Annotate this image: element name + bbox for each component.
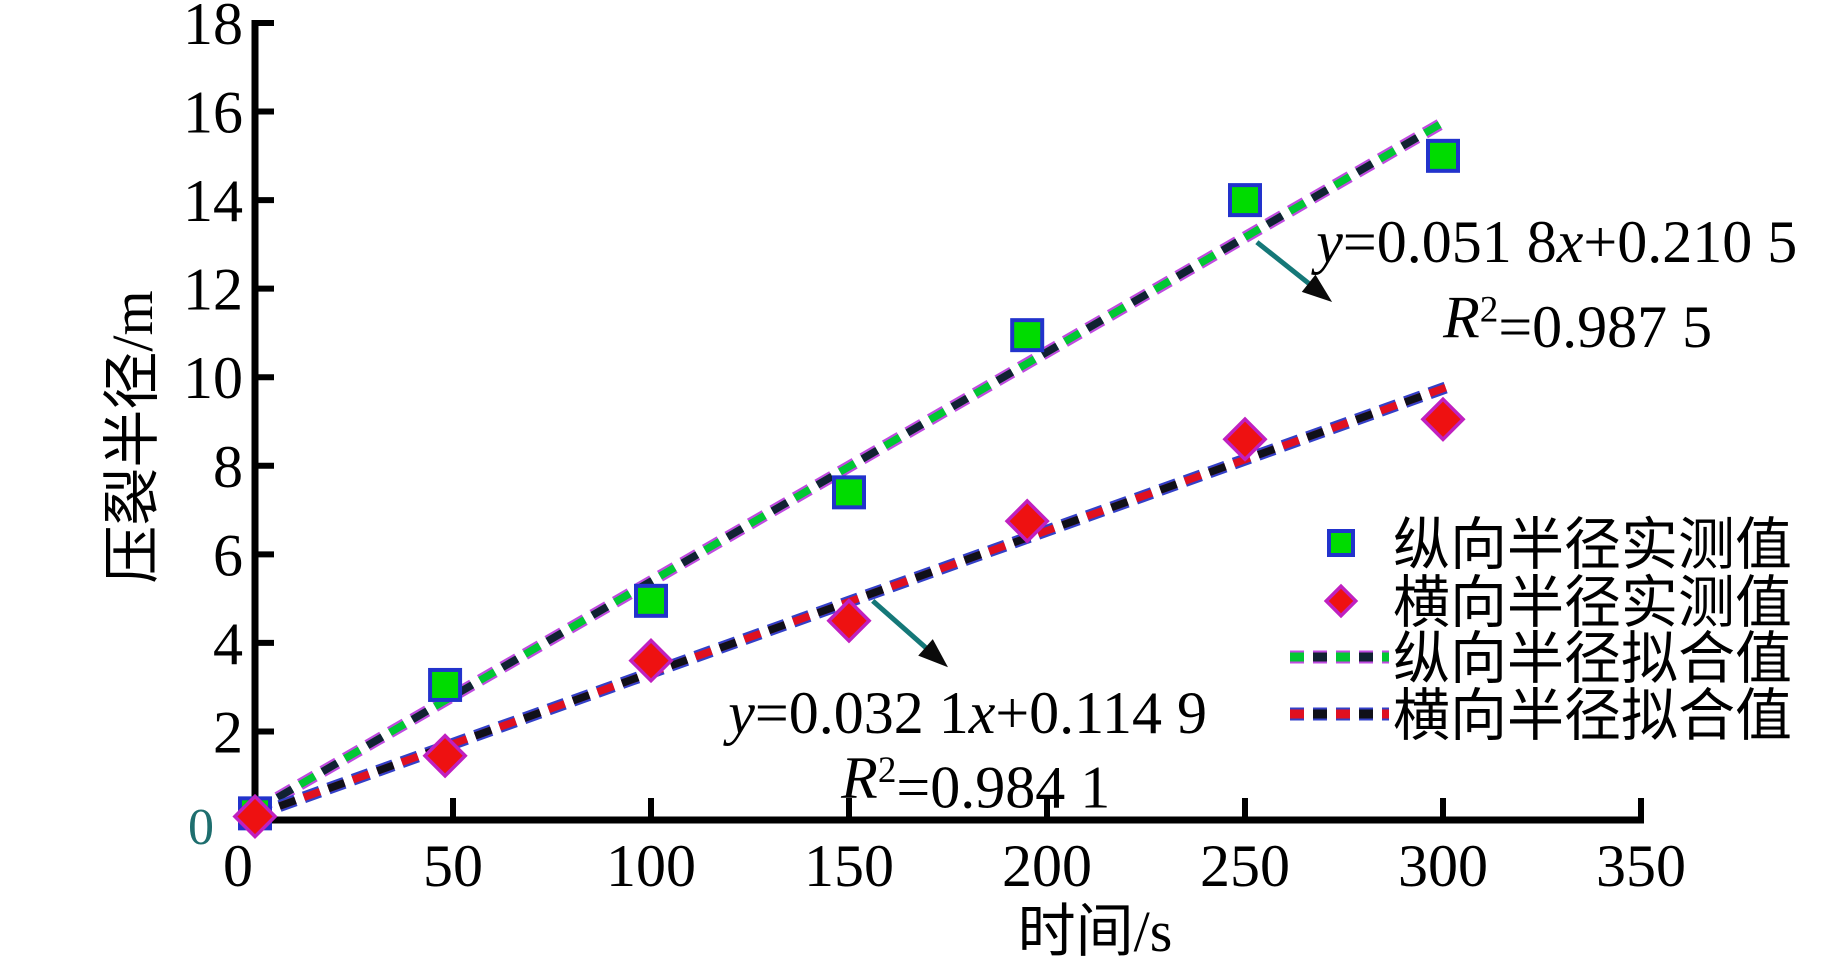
annotation-r-squared-2-segment: R <box>840 745 878 811</box>
annotation-arrow-2-head <box>918 639 948 668</box>
y-tick-label-18: 18 <box>183 0 243 57</box>
data-point-transverse-measured <box>1222 416 1268 462</box>
annotation-r-squared-1: R2=0.987 5 <box>1442 284 1712 360</box>
legend-label-transverse-measured: 横向半径实测值 <box>1393 572 1792 635</box>
data-point-longitudinal-measured <box>428 667 463 702</box>
y-tick-label-4: 4 <box>213 611 243 677</box>
data-point-transverse-measured <box>422 733 468 779</box>
x-axis-title: 时间/s <box>1018 899 1173 964</box>
legend-label-longitudinal-measured: 纵向半径实测值 <box>1393 514 1792 577</box>
x-tick-label-300: 300 <box>1398 833 1488 899</box>
annotation-equation-1-segment: =0.051 8 <box>1343 209 1557 275</box>
legend-marker-transverse-measured <box>1323 583 1359 619</box>
annotation-equation-2-segment: x <box>968 680 996 746</box>
x-tick-label-100: 100 <box>606 833 696 899</box>
y-tick-label-8: 8 <box>213 434 243 500</box>
x-tick-label-0: 0 <box>223 833 253 899</box>
legend-item-longitudinal-fit: 纵向半径拟合值 <box>1290 628 1792 691</box>
annotation-r-squared-2-segment: =0.984 1 <box>896 754 1110 820</box>
annotation-equation-1: y=0.051 8x+0.210 5 <box>1310 209 1797 275</box>
data-point-transverse-measured <box>1004 498 1050 544</box>
x-tick-label-150: 150 <box>804 833 894 899</box>
data-point-transverse-measured <box>232 793 278 840</box>
legend-label-longitudinal-fit: 纵向半径拟合值 <box>1393 628 1792 691</box>
annotation-r-squared-1-segment: =0.987 5 <box>1498 294 1712 360</box>
annotation-r-squared-2-superscript: 2 <box>878 750 897 791</box>
annotation-equation-2-segment: +0.114 9 <box>995 680 1207 746</box>
y-tick-label-12: 12 <box>183 257 243 323</box>
annotation-r-squared-1-superscript: 2 <box>1480 290 1499 331</box>
annotation-arrow-1-shaft <box>1255 240 1315 289</box>
annotation-equation-2-segment: =0.032 1 <box>755 680 969 746</box>
y-tick-label-16: 16 <box>183 80 243 146</box>
annotation-equation-2: y=0.032 1x+0.114 9 <box>722 680 1207 746</box>
annotation-r-squared-1-segment: R <box>1442 284 1480 350</box>
legend-marker-longitudinal-measured <box>1327 529 1355 557</box>
data-point-longitudinal-measured <box>634 583 668 618</box>
x-tick-label-50: 50 <box>423 833 483 899</box>
y-tick-label-6: 6 <box>213 522 243 588</box>
annotation-arrow-2-shaft <box>871 598 932 654</box>
annotation-equation-1-segment: y <box>1310 209 1343 275</box>
annotation-equation-1-segment: x <box>1556 209 1584 275</box>
legend-item-transverse-measured: 横向半径实测值 <box>1323 572 1792 635</box>
annotation-r-squared-2: R2=0.984 1 <box>840 745 1110 821</box>
y-axis-title: 压裂半径/m <box>100 290 165 583</box>
x-tick-label-350: 350 <box>1596 833 1686 899</box>
data-point-transverse-measured <box>1420 396 1466 442</box>
legend-item-longitudinal-measured: 纵向半径实测值 <box>1327 514 1792 577</box>
data-point-longitudinal-measured <box>1228 183 1262 218</box>
legend-item-transverse-fit: 横向半径拟合值 <box>1290 685 1792 748</box>
data-point-longitudinal-measured <box>832 475 866 510</box>
data-point-transverse-measured <box>628 638 674 684</box>
data-points-group <box>232 138 1466 840</box>
data-point-longitudinal-measured <box>1010 318 1045 353</box>
x-tick-label-200: 200 <box>1002 833 1092 899</box>
y-tick-label-10: 10 <box>183 345 243 411</box>
data-point-transverse-measured <box>826 598 872 644</box>
y-tick-label-2: 2 <box>213 699 243 765</box>
y-tick-label-14: 14 <box>183 168 243 234</box>
fit-line-longitudinal-fit-main <box>253 119 1445 814</box>
annotation-equation-2-segment: y <box>722 680 755 746</box>
annotation-equation-1-segment: +0.210 5 <box>1583 209 1797 275</box>
annotation-arrow-1-head <box>1301 274 1333 302</box>
annotations-group: y=0.051 8x+0.210 5R2=0.987 5y=0.032 1x+0… <box>722 209 1797 820</box>
x-tick-label-250: 250 <box>1200 833 1290 899</box>
y-tick-label-0: 0 <box>188 799 214 856</box>
legend-label-transverse-fit: 横向半径拟合值 <box>1393 685 1792 748</box>
data-point-longitudinal-measured <box>1426 138 1460 173</box>
